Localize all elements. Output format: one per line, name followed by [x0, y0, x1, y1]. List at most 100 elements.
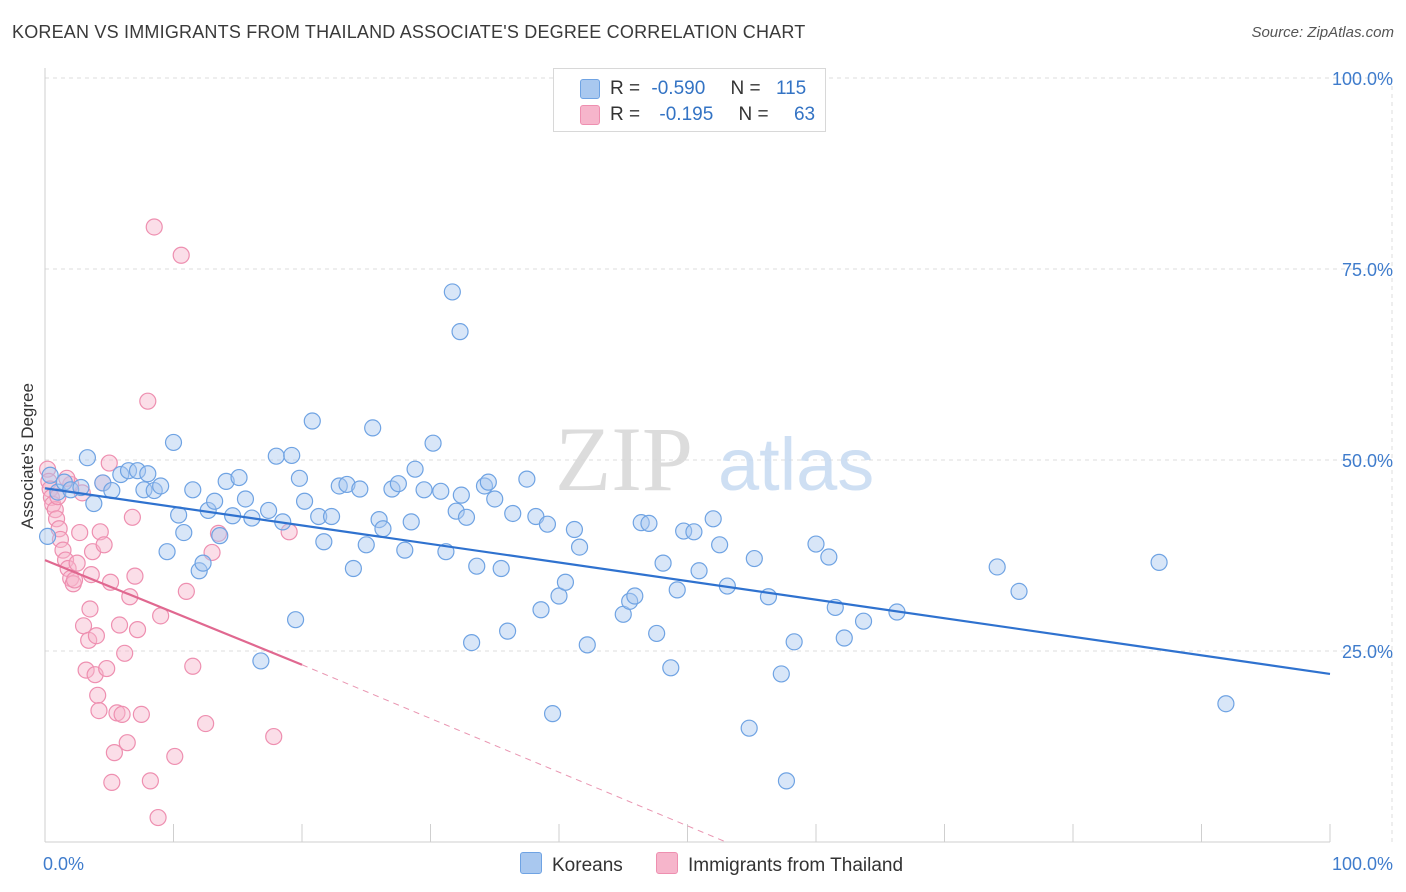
thai-point — [54, 541, 72, 559]
korean-point — [538, 515, 557, 533]
y-tick-label: 50.0% — [1342, 451, 1393, 471]
trend-layer — [44, 487, 1331, 843]
thai-point — [89, 686, 107, 704]
thai-point — [51, 530, 70, 549]
korean-point — [175, 523, 193, 542]
korean-point — [654, 554, 672, 572]
korean-point — [406, 460, 424, 478]
korean-point — [374, 520, 392, 538]
korean-point — [777, 772, 796, 790]
y-axis-label: Associate's Degree — [18, 383, 37, 529]
thai-swatch — [580, 105, 600, 125]
korean-point — [396, 541, 414, 559]
korean-point — [217, 472, 235, 490]
korean-point — [550, 587, 568, 605]
thai-r-label: R = — [610, 104, 641, 125]
thai-point — [95, 536, 113, 554]
thai-point — [68, 554, 86, 572]
thai-points-layer — [38, 218, 298, 827]
korean-point — [988, 558, 1006, 576]
thai-point — [184, 657, 202, 675]
korean-point — [211, 527, 229, 545]
korean-point — [184, 481, 202, 499]
korean-point — [370, 510, 388, 529]
korean-point — [230, 468, 248, 487]
thai-point — [71, 523, 89, 542]
korean-point — [357, 536, 375, 554]
thai-point — [113, 705, 131, 724]
korean-point — [164, 433, 183, 452]
korean-point — [286, 611, 305, 629]
korean-point — [1217, 695, 1235, 713]
korean-point — [351, 480, 369, 498]
thai-point — [177, 582, 195, 601]
source-note: Source: ZipAtlas.com — [1251, 24, 1394, 41]
korean-point — [835, 629, 853, 647]
korean-point — [415, 481, 433, 499]
thai-point — [141, 772, 159, 790]
korean-point — [565, 520, 584, 539]
korean-point — [745, 549, 763, 568]
thai-point — [90, 701, 108, 720]
korean-point — [640, 514, 658, 533]
korean-point — [543, 705, 562, 723]
korean-r-value: -0.590 — [651, 78, 706, 99]
korean-point — [447, 502, 465, 520]
thai-point — [123, 508, 141, 526]
korean-point — [807, 535, 825, 553]
korean-point — [259, 501, 278, 520]
korean-point — [310, 507, 328, 526]
korean-n-label: N = — [730, 78, 761, 99]
thai-n-value: 63 — [793, 104, 816, 125]
korean-point — [338, 475, 356, 494]
korean-point — [648, 624, 666, 643]
korean-point — [626, 587, 644, 605]
bottom-korean-swatch — [520, 852, 542, 874]
korean-point — [85, 494, 103, 513]
x-tick-label-min: 0.0% — [43, 854, 84, 874]
korean-point — [578, 636, 596, 654]
bottom-thai-swatch — [656, 852, 678, 874]
korean-point — [570, 538, 589, 556]
korean-point — [820, 548, 838, 566]
korean-point — [504, 504, 522, 523]
korean-point — [711, 536, 729, 554]
thai-point — [139, 392, 157, 410]
korean-point — [128, 462, 147, 480]
korean-point — [303, 412, 321, 430]
bottom-thai-label: Immigrants from Thailand — [688, 855, 904, 876]
thai-point — [100, 454, 118, 472]
korean-point — [772, 665, 790, 683]
korean-point — [119, 462, 138, 480]
korean-point — [344, 559, 362, 578]
thai-point — [132, 705, 150, 724]
thai-trend-extension — [301, 664, 727, 843]
korean-point — [283, 446, 301, 465]
korean-point — [389, 475, 407, 493]
thai-point — [118, 734, 136, 752]
korean-point — [236, 490, 255, 508]
stats-legend: R = -0.590 N = 115 R = -0.195 N = 63 — [553, 68, 826, 132]
korean-point — [41, 466, 59, 484]
korean-point — [112, 465, 130, 484]
bottom-legend-thai: Immigrants from Thailand — [656, 852, 903, 877]
korean-point — [518, 470, 536, 488]
korean-trend-line — [44, 487, 1331, 676]
y-tick-label: 100.0% — [1332, 69, 1393, 89]
bottom-korean-label: Koreans — [552, 855, 623, 876]
thai-point — [103, 773, 121, 792]
korean-point — [315, 533, 333, 551]
watermark-zip: ZIP — [555, 408, 693, 510]
thai-point — [172, 246, 190, 264]
thai-trend-line — [44, 559, 303, 666]
thai-point — [81, 600, 99, 618]
korean-point — [424, 434, 442, 452]
korean-r-label: R = — [610, 78, 641, 99]
korean-point — [139, 465, 157, 483]
korean-point — [1010, 582, 1028, 601]
x-tick-label-max: 100.0% — [1332, 854, 1393, 874]
thai-point — [87, 627, 106, 645]
korean-point — [452, 486, 470, 504]
korean-point — [158, 543, 176, 561]
korean-point — [463, 633, 481, 652]
